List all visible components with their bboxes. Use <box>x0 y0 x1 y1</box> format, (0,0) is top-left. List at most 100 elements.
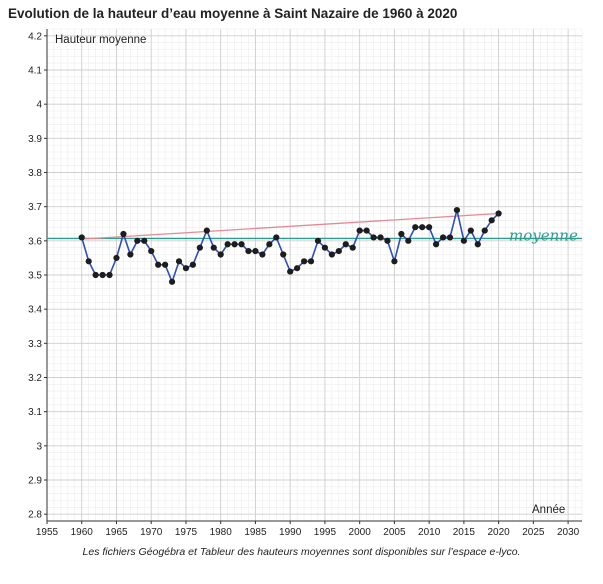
data-point <box>363 227 370 234</box>
y-tick-label: 3.3 <box>28 339 42 350</box>
data-point <box>453 206 461 214</box>
data-point <box>474 241 481 248</box>
chart-title: Evolution de la hauteur d’eau moyenne à … <box>8 6 458 21</box>
data-point <box>78 234 85 241</box>
y-tick-label: 3.5 <box>28 271 42 282</box>
x-tick-label: 2010 <box>418 527 441 538</box>
y-tick-label: 3.7 <box>28 202 42 213</box>
data-point <box>238 241 245 248</box>
mean-line-label: moyenne <box>509 226 578 244</box>
x-tick-label: 2030 <box>557 527 580 538</box>
data-point <box>175 258 183 265</box>
data-point <box>419 224 426 231</box>
x-tick-label: 1960 <box>71 527 94 538</box>
data-point <box>217 251 224 258</box>
data-point <box>259 251 266 258</box>
data-point <box>294 265 301 272</box>
data-point <box>134 237 141 244</box>
x-tick-label: 2020 <box>487 527 510 538</box>
data-point <box>155 261 162 268</box>
y-tick-label: 3.2 <box>28 373 42 384</box>
data-point <box>460 237 467 244</box>
data-point <box>342 241 349 248</box>
y-tick-label: 4.2 <box>28 31 42 42</box>
data-point <box>189 261 197 268</box>
y-tick-label: 3.4 <box>28 305 42 316</box>
data-point <box>384 237 391 244</box>
x-tick-label: 1965 <box>105 527 128 538</box>
data-point <box>439 234 447 241</box>
x-axis-label: Année <box>532 504 565 516</box>
data-point <box>231 241 238 248</box>
data-point <box>203 227 210 234</box>
data-point <box>370 234 377 241</box>
data-marks <box>47 206 582 285</box>
data-point <box>314 237 322 244</box>
y-tick-label: 2.8 <box>28 510 42 521</box>
y-tick-label: 3 <box>36 441 42 452</box>
x-tick-label: 1975 <box>175 527 198 538</box>
data-point <box>252 247 259 255</box>
data-point <box>196 244 203 251</box>
data-point <box>391 258 398 265</box>
data-point <box>321 244 329 251</box>
data-point <box>377 234 384 241</box>
data-point <box>446 234 454 241</box>
data-point <box>412 224 419 231</box>
data-point <box>467 227 474 234</box>
y-tick-label: 3.9 <box>28 134 42 145</box>
x-tick-label: 1955 <box>36 527 59 538</box>
data-point <box>141 237 148 244</box>
data-point <box>349 244 356 251</box>
data-point <box>148 247 155 255</box>
data-point <box>405 237 412 244</box>
data-point <box>356 227 363 234</box>
x-tick-label: 1985 <box>244 527 267 538</box>
y-tick-label: 3.1 <box>28 407 42 418</box>
data-point <box>300 258 308 265</box>
data-point <box>287 268 294 275</box>
data-point <box>210 244 217 251</box>
data-point <box>92 271 99 279</box>
data-point <box>127 251 134 258</box>
data-point <box>266 241 273 248</box>
data-point <box>182 265 190 272</box>
data-point <box>426 224 433 231</box>
data-point <box>245 247 252 255</box>
x-tick-label: 1980 <box>210 527 233 538</box>
data-point <box>120 230 127 238</box>
data-point <box>432 241 440 248</box>
y-tick-label: 3.6 <box>28 236 42 247</box>
x-tick-label: 1990 <box>279 527 302 538</box>
grid <box>46 28 583 522</box>
y-tick-label: 4 <box>36 100 42 111</box>
x-tick-label: 1995 <box>314 527 337 538</box>
data-point <box>495 210 502 217</box>
data-point <box>106 271 113 279</box>
y-tick-label: 2.9 <box>28 476 42 487</box>
data-point <box>307 258 315 265</box>
data-point <box>85 258 92 265</box>
data-point <box>280 251 287 258</box>
data-point <box>224 241 231 248</box>
x-tick-label: 2015 <box>453 527 476 538</box>
y-tick-label: 4.1 <box>28 66 42 77</box>
data-point <box>481 227 488 234</box>
y-tick-label: 3.8 <box>28 168 42 179</box>
x-tick-label: 1970 <box>140 527 163 538</box>
trend-line <box>81 212 499 240</box>
x-tick-label: 2005 <box>383 527 406 538</box>
data-point <box>328 251 335 258</box>
x-tick-label: 2000 <box>349 527 372 538</box>
data-point <box>488 217 495 224</box>
x-tick-label: 2025 <box>522 527 545 538</box>
data-point <box>99 271 106 279</box>
data-point <box>168 278 176 285</box>
axes: 1955 1960 1965 1970 1975 1980 1985 1990 1995 2000… <box>28 29 582 538</box>
caption: Les fichiers Géogébra et Tableur des hau… <box>82 546 521 558</box>
data-point <box>273 234 280 241</box>
data-point <box>335 247 342 255</box>
data-point <box>113 254 120 262</box>
data-point <box>162 261 169 268</box>
